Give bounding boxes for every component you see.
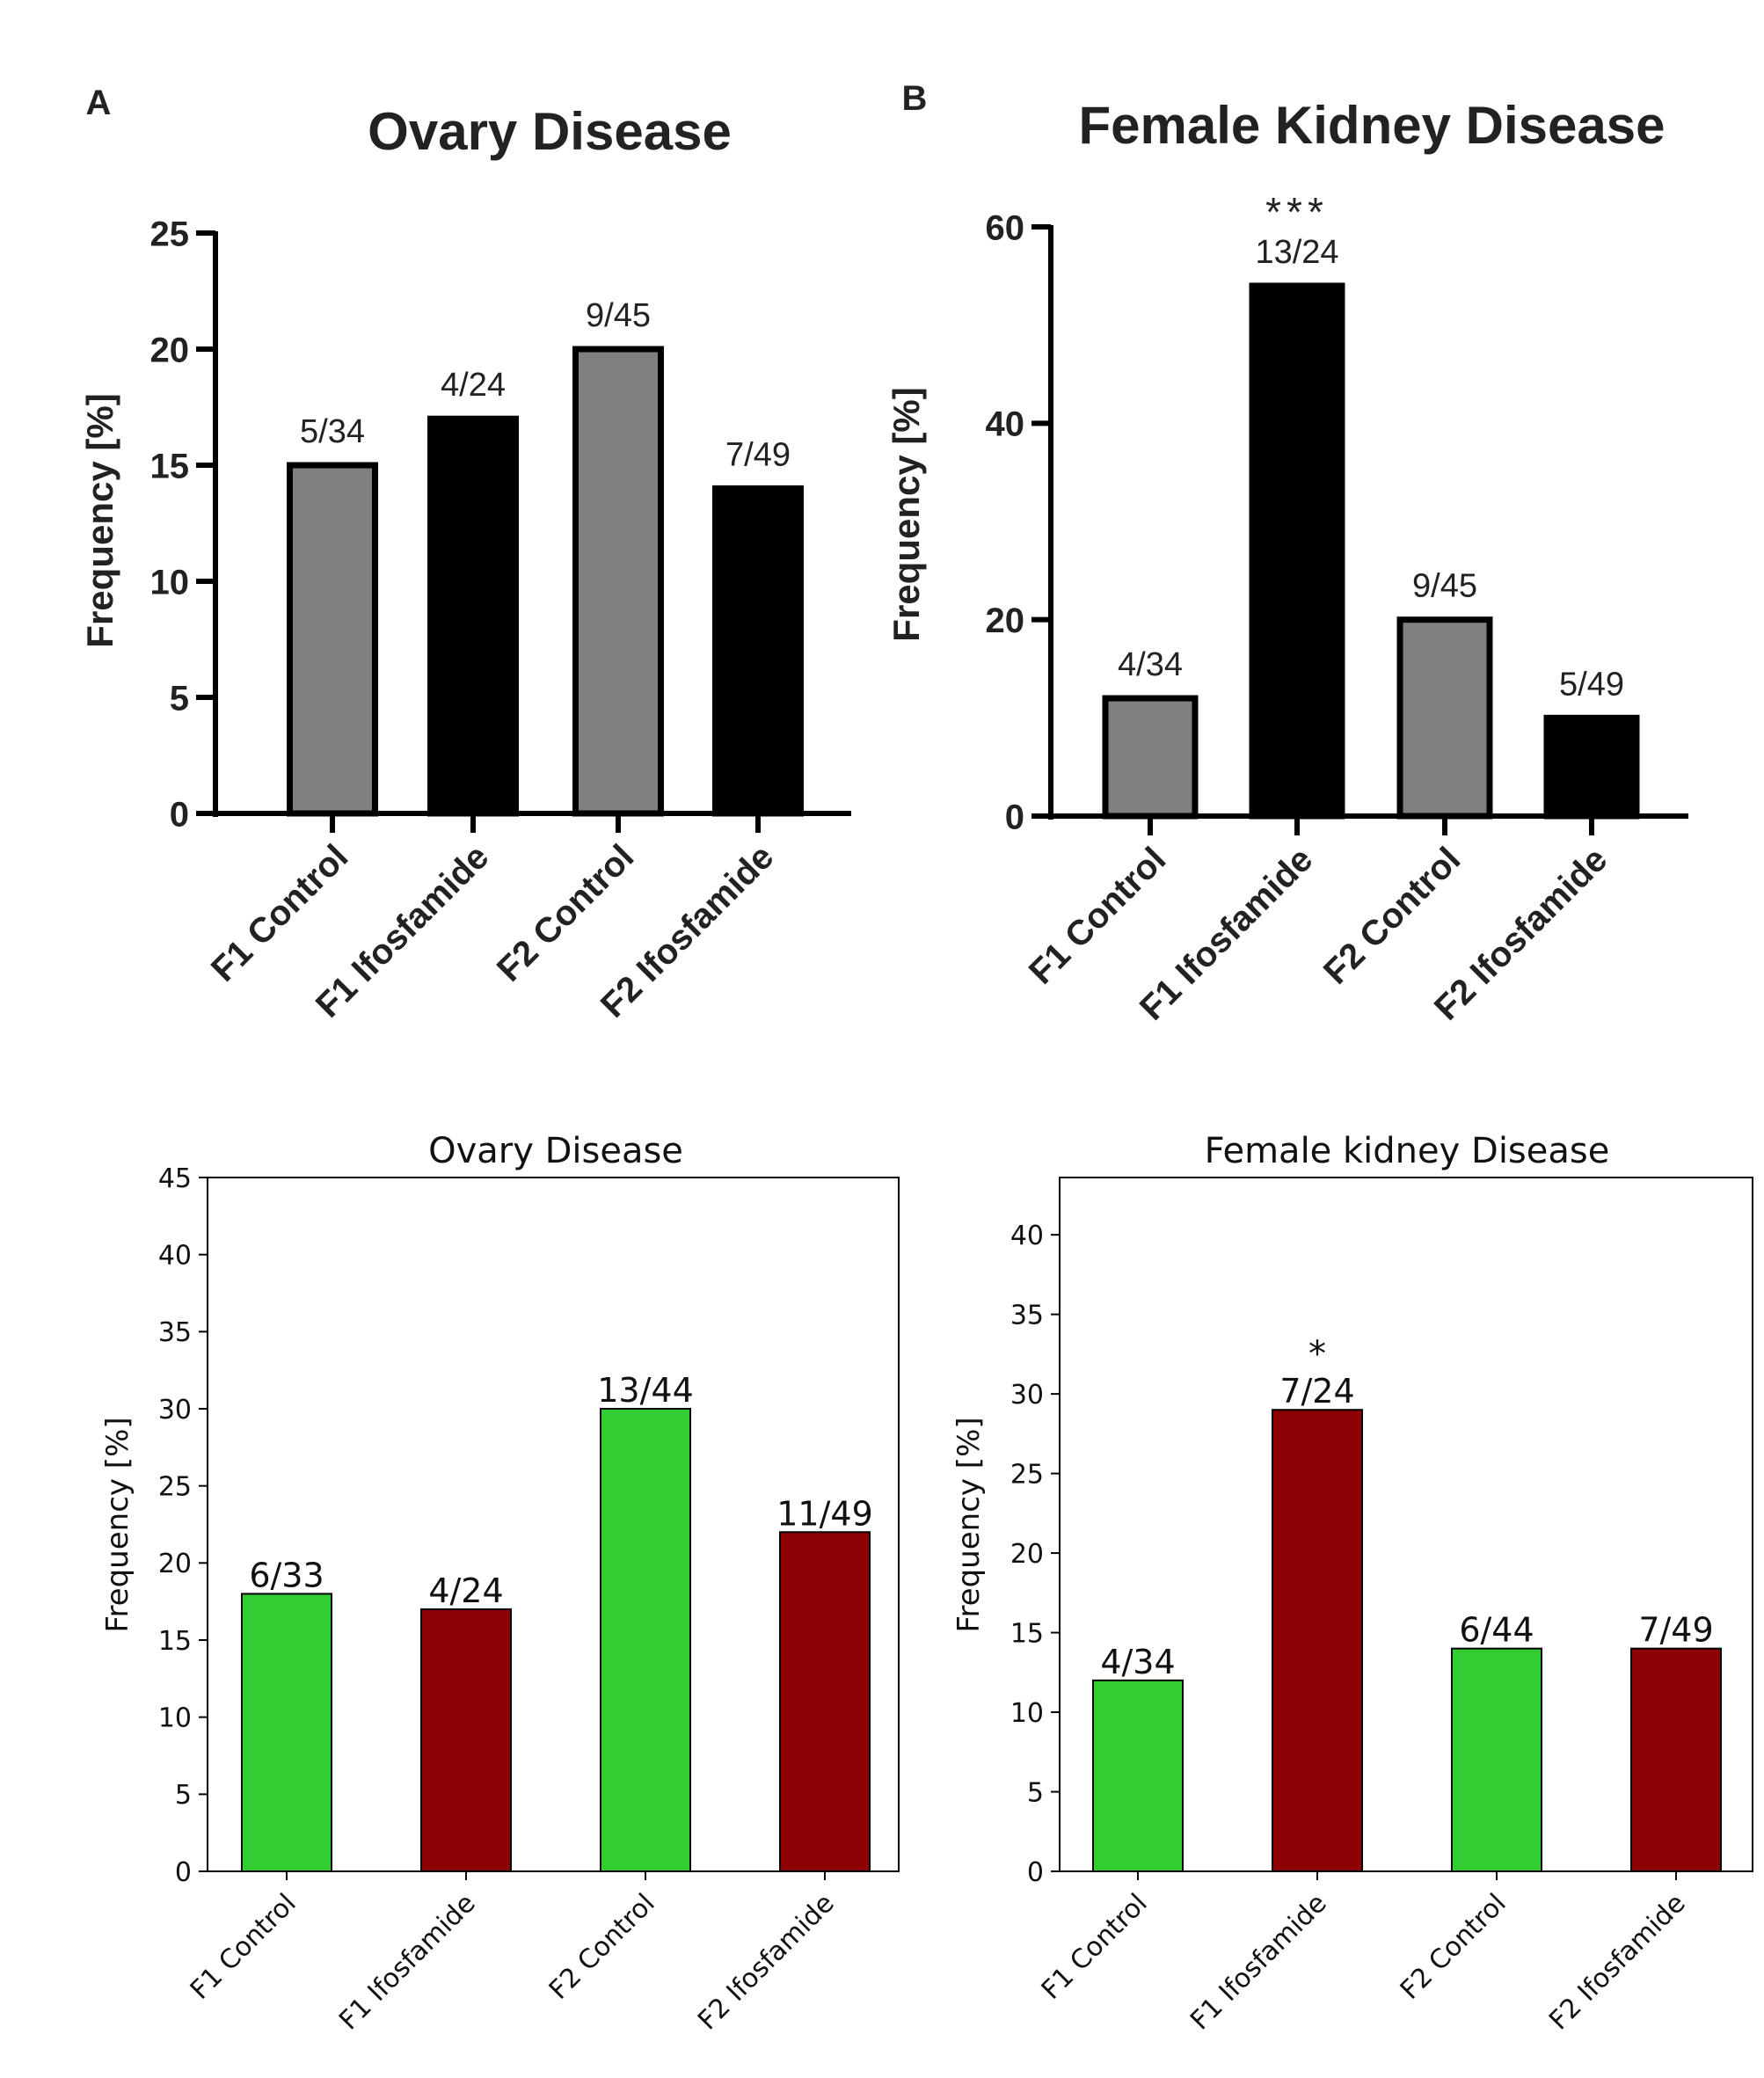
y-tick-label: 25: [150, 215, 190, 253]
bars: 5/34 4/24 9/45 7/49: [287, 297, 804, 817]
y-tick-label: 10: [150, 563, 190, 602]
bar: [427, 415, 519, 817]
y-tick-label: 35: [1010, 1300, 1044, 1331]
y-tick-label: 5: [170, 679, 189, 718]
x-tick-label: F1 Control: [1036, 1888, 1154, 2006]
x-tick-label: F1 Control: [185, 1888, 303, 2006]
bar-label: 7/49: [1638, 1611, 1713, 1650]
y-tick-label: 25: [1010, 1459, 1044, 1490]
bar: [241, 1593, 332, 1873]
y-axis-label: Frequency [%]: [100, 1417, 135, 1632]
y-tick-label: 40: [986, 405, 1025, 444]
bar: [600, 1408, 691, 1872]
y-tick-label: 5: [1027, 1777, 1044, 1808]
y-axis-label: Frequency [%]: [886, 387, 927, 641]
y-tick-label: 0: [1027, 1857, 1044, 1888]
bar-label: 5/49: [1559, 666, 1624, 703]
bar-label: 4/24: [441, 367, 506, 404]
significance-marker: *: [1308, 1334, 1326, 1374]
bars: 6/33 4/24 13/44 11/49: [241, 1371, 873, 1873]
chart-title: Ovary Disease: [428, 1131, 683, 1171]
y-tick-label: 30: [158, 1395, 192, 1425]
x-tick-label: F2 Ifosfamide: [1543, 1888, 1691, 2036]
x-tick-label: F1 Ifosfamide: [333, 1888, 481, 2036]
bar: [1102, 695, 1199, 820]
y-tick-label: 30: [1010, 1380, 1044, 1411]
bar: [1249, 282, 1345, 820]
bar: [287, 462, 378, 817]
y-tick-label: 15: [158, 1626, 192, 1657]
bar: [1451, 1647, 1542, 1872]
bar: [572, 346, 664, 817]
plot-frame: [207, 1177, 900, 1872]
panel-label: A: [86, 84, 112, 122]
x-tick-label: F2 Control: [1395, 1888, 1513, 2006]
x-tick-label: F1 Ifosfamide: [1185, 1888, 1332, 2036]
y-tick-label: 20: [158, 1549, 192, 1579]
chart-title: Ovary Disease: [368, 102, 732, 161]
bar-label: 4/34: [1118, 646, 1183, 683]
x-tick-label: F1 Control: [1022, 840, 1174, 992]
y-tick-label: 20: [150, 331, 190, 369]
y-axis-label: Frequency [%]: [79, 393, 120, 647]
bar-label: 6/44: [1459, 1611, 1534, 1650]
axes: 0 5 10 15 20 25 30 35 40 F1 Control F1 Ifosfamide F…: [1010, 1177, 1753, 2036]
x-tick-label: F1 Control: [204, 837, 356, 989]
y-tick-label: 10: [1010, 1698, 1044, 1729]
y-tick-label: 25: [158, 1471, 192, 1502]
bar-label: 11/49: [776, 1494, 873, 1533]
bar-label: 9/45: [1412, 568, 1477, 605]
bar: [1092, 1679, 1184, 1872]
bar: [779, 1531, 871, 1873]
y-tick-label: 10: [158, 1703, 192, 1733]
chart-title: Female Kidney Disease: [1078, 96, 1665, 155]
y-tick-label: 40: [1010, 1221, 1044, 1251]
bar: [1396, 616, 1493, 820]
panel-label: B: [902, 79, 928, 118]
y-tick-label: 20: [986, 602, 1025, 640]
y-tick-label: 40: [158, 1240, 192, 1271]
bar: [1543, 714, 1640, 820]
y-tick-label: 60: [986, 208, 1025, 247]
bar: [1272, 1409, 1363, 1872]
bars: 4/34 7/24* 6/44 7/49: [1092, 1334, 1722, 1872]
y-tick-label: 15: [1010, 1618, 1044, 1649]
bar-label: 13/24: [1255, 234, 1338, 271]
panel-ovary-disease-bottom: Ovary Disease Frequency [%] 6/33 4/24 13/4…: [100, 1131, 900, 2036]
y-tick-label: 0: [1005, 798, 1024, 836]
y-tick-label: 45: [158, 1163, 192, 1194]
x-tick-label: F2 Control: [490, 837, 642, 989]
panel-b-female-kidney-disease: B Female Kidney Disease Frequency [%] 4/…: [886, 79, 1688, 1028]
x-tick-label: F2 Ifosfamide: [692, 1888, 840, 2036]
bar-label: 9/45: [586, 297, 651, 334]
chart-title: Female kidney Disease: [1205, 1131, 1610, 1171]
panel-female-kidney-disease-bottom: Female kidney Disease Frequency [%] 4/34…: [951, 1131, 1753, 2036]
y-tick-label: 5: [175, 1780, 192, 1811]
bar-label: 4/24: [428, 1571, 503, 1610]
bar: [1630, 1647, 1722, 1872]
panel-a-ovary-disease: A Ovary Disease Frequency [%] 5/34 4/24 9/…: [79, 84, 851, 1025]
bar-label: 7/24: [1279, 1372, 1354, 1411]
x-tick-label: F2 Control: [1316, 840, 1469, 992]
bar-label: 13/44: [597, 1371, 694, 1410]
bars: 4/34 13/24*** 9/45 5/49: [1102, 189, 1640, 820]
plot-frame: [1059, 1177, 1753, 1872]
bar: [712, 485, 804, 817]
x-tick-label: F2 Control: [543, 1888, 661, 2006]
significance-marker: ***: [1265, 189, 1329, 235]
y-tick-label: 15: [150, 447, 190, 485]
y-tick-label: 20: [1010, 1539, 1044, 1570]
bar-label: 7/49: [725, 436, 791, 473]
bar-label: 5/34: [300, 413, 365, 450]
bar-label: 4/34: [1100, 1643, 1175, 1681]
y-axis-label: Frequency [%]: [951, 1417, 987, 1632]
bar: [420, 1608, 512, 1873]
y-tick-label: 0: [175, 1857, 192, 1888]
y-tick-label: 35: [158, 1317, 192, 1348]
y-tick-label: 0: [170, 795, 189, 834]
bar-label: 6/33: [249, 1556, 324, 1594]
